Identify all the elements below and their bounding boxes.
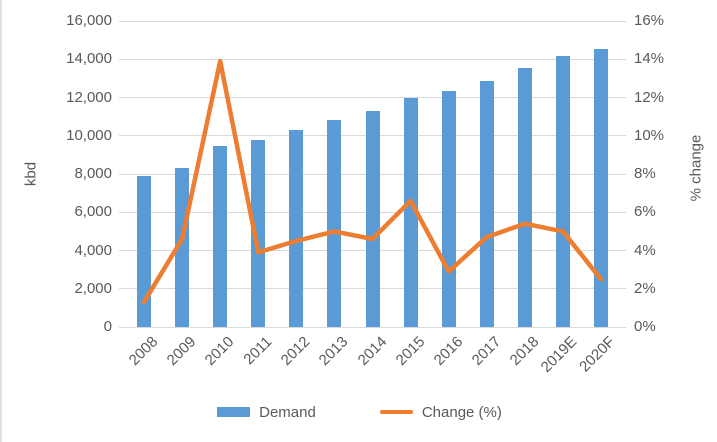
right-tick-label: 4% [634, 241, 656, 259]
demand-bar-2012 [289, 130, 304, 327]
demand-bar-2015 [403, 97, 418, 327]
left-tick-label: 12,000 [66, 88, 112, 106]
demand-bar-2017 [479, 81, 494, 327]
demand-bar-2016 [441, 90, 456, 327]
demand-bar-2014 [365, 110, 380, 327]
left-tick-label: 2,000 [74, 279, 112, 297]
legend-item-demand: Demand [217, 404, 316, 421]
demand-bar-2020F [593, 48, 608, 327]
right-tick-label: 12% [634, 88, 665, 106]
demand-legend-label: Demand [259, 403, 316, 421]
gridline [119, 20, 626, 22]
demand-bar-2018 [517, 67, 532, 327]
left-tick-label: 4,000 [74, 241, 112, 259]
demand-bar-2019E [555, 56, 570, 327]
legend-item-change: Change (%) [379, 403, 502, 421]
left-tick-label: 16,000 [66, 12, 112, 29]
demand-bar-2008 [137, 175, 152, 327]
right-tick-label: 8% [634, 165, 656, 182]
demand-bar-2011 [251, 139, 266, 327]
right-tick-label: 14% [634, 50, 665, 68]
right-axis-title: % change [687, 134, 705, 202]
left-axis-title: kbd [22, 161, 40, 187]
x-axis-line [119, 326, 626, 328]
legend: Demand Change (%) [2, 400, 717, 424]
demand-bar-2010 [213, 146, 228, 327]
demand-bar-2013 [327, 120, 342, 327]
right-tick-label: 6% [634, 203, 656, 221]
right-tick-label: 10% [634, 126, 665, 144]
right-tick-label: 2% [634, 279, 656, 297]
change-legend-label: Change (%) [421, 403, 502, 421]
right-tick-label: 16% [634, 12, 665, 29]
gridline [119, 58, 626, 60]
right-tick-label: 0% [634, 318, 656, 335]
demand-bar-swatch-icon [217, 407, 251, 417]
left-tick-label: 14,000 [66, 50, 112, 68]
gridline [119, 97, 626, 98]
change-line-swatch-icon [379, 410, 413, 414]
left-tick-label: 0 [103, 318, 112, 335]
left-tick-label: 6,000 [74, 203, 112, 221]
left-tick-label: 8,000 [74, 165, 112, 182]
left-tick-label: 10,000 [66, 126, 112, 144]
demand-bar-2009 [175, 168, 190, 327]
